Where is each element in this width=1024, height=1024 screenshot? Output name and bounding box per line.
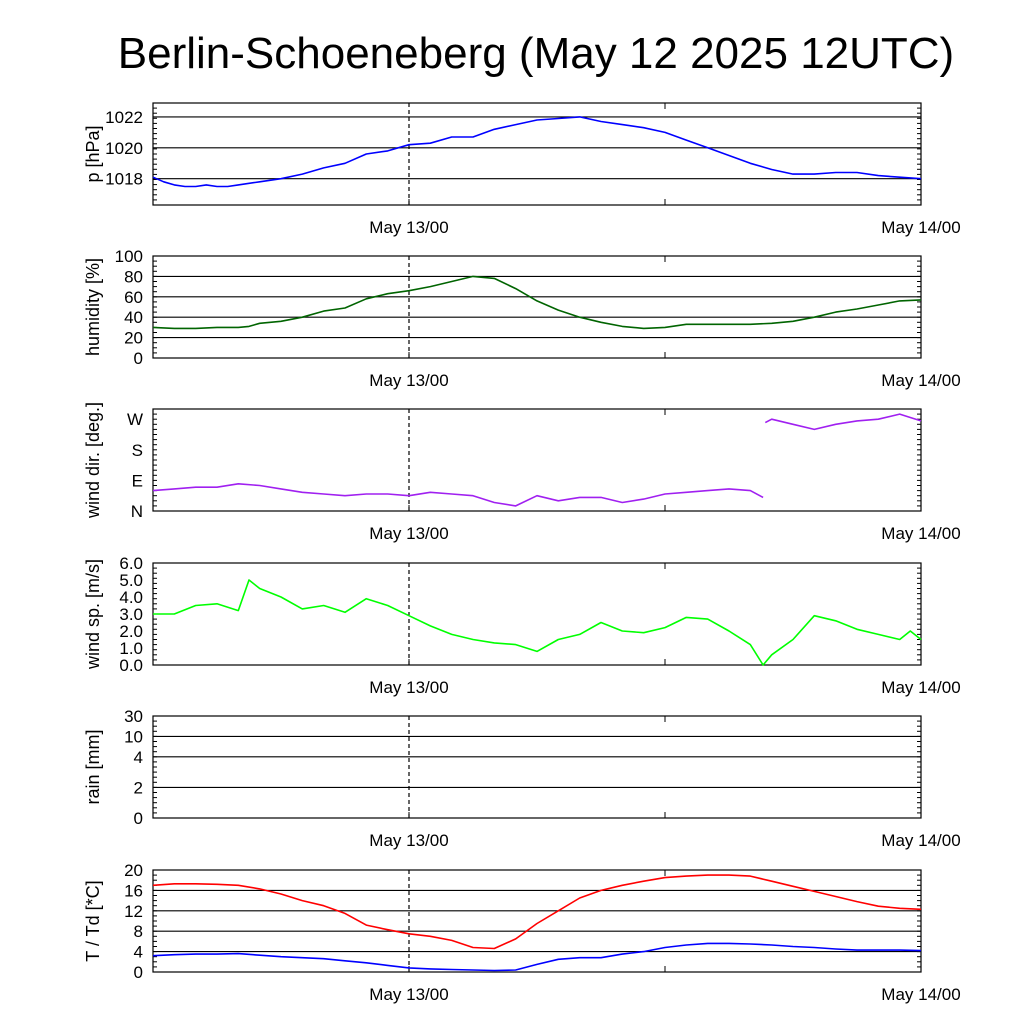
y-tick-label: 1018 — [105, 170, 143, 189]
x-tick-label: May 13/00 — [369, 524, 448, 543]
y-tick-label: 40 — [124, 308, 143, 327]
x-tick-label: May 14/00 — [881, 524, 960, 543]
y-tick-label: 20 — [124, 329, 143, 348]
panel-frame — [152, 102, 922, 206]
y-tick-label: 0 — [134, 349, 143, 368]
panel-wind_speed: 0.01.02.03.04.05.06.0 May 13/00 May 14/00 w… — [83, 554, 961, 697]
y-tick-label: N — [131, 502, 143, 521]
y-tick-label: W — [127, 410, 143, 429]
y-tick-label: 5.0 — [119, 571, 143, 590]
y-tick-label: 0 — [134, 809, 143, 828]
series-line-temperature-0 — [152, 874, 922, 950]
y-axis-label: wind sp. [m/s] — [83, 559, 103, 670]
y-axis-label: wind dir. [deg.] — [83, 402, 103, 519]
y-axis-label: rain [mm] — [83, 729, 103, 804]
y-tick-label: 4.0 — [119, 588, 143, 607]
x-tick-label: May 13/00 — [369, 831, 448, 850]
series-line-wind_direction-1 — [764, 413, 922, 431]
panel-frame — [152, 869, 922, 973]
y-axis-label: T / Td [*C] — [83, 880, 103, 961]
y-tick-label: 1.0 — [119, 639, 143, 658]
y-tick-label: 0 — [134, 963, 143, 982]
y-tick-label: 6.0 — [119, 554, 143, 573]
y-tick-label: 16 — [124, 881, 143, 900]
series-line-wind_speed-0 — [153, 579, 922, 666]
x-tick-label: May 13/00 — [369, 678, 448, 697]
y-tick-label: 1020 — [105, 139, 143, 158]
y-tick-label: 4 — [134, 943, 143, 962]
y-tick-label: 60 — [124, 288, 143, 307]
x-tick-label: May 14/00 — [881, 371, 960, 390]
y-tick-label: 8 — [134, 922, 143, 941]
panel-frame — [152, 255, 922, 359]
y-tick-label: 2.0 — [119, 622, 143, 641]
x-tick-label: May 14/00 — [881, 985, 960, 1004]
y-axis-label: p [hPa] — [83, 125, 103, 182]
y-tick-label: 0.0 — [119, 656, 143, 675]
y-tick-label: 100 — [115, 247, 143, 266]
y-tick-label: 10 — [124, 727, 143, 746]
y-tick-label: 4 — [134, 748, 143, 767]
y-tick-label: 12 — [124, 902, 143, 921]
series-line-temperature-1 — [152, 942, 922, 972]
x-tick-label: May 14/00 — [881, 831, 960, 850]
series-line-wind_direction-0 — [152, 482, 764, 507]
y-tick-label: E — [132, 471, 143, 490]
y-tick-label: 80 — [124, 267, 143, 286]
series-line-humidity-0 — [152, 275, 922, 330]
y-tick-label: 20 — [124, 861, 143, 880]
y-axis-label: humidity [%] — [83, 258, 103, 356]
x-tick-label: May 14/00 — [881, 678, 960, 697]
x-tick-label: May 13/00 — [369, 985, 448, 1004]
panel-frame — [152, 715, 922, 819]
panel-frame — [152, 562, 922, 666]
x-tick-label: May 13/00 — [369, 218, 448, 237]
chart-title: Berlin-Schoeneberg (May 12 2025 12UTC) — [118, 29, 954, 78]
panel-pressure: 1018 1020 1022 May 13/00 May 14/00 p [hPa] — [83, 102, 961, 237]
y-tick-label: 1022 — [105, 108, 143, 127]
x-tick-label: May 13/00 — [369, 371, 448, 390]
y-tick-label: 3.0 — [119, 605, 143, 624]
y-tick-label: 2 — [134, 778, 143, 797]
x-tick-label: May 14/00 — [881, 218, 960, 237]
y-tick-label: 30 — [124, 707, 143, 726]
y-tick-label: S — [132, 441, 143, 460]
series-line-pressure-0 — [152, 116, 922, 188]
